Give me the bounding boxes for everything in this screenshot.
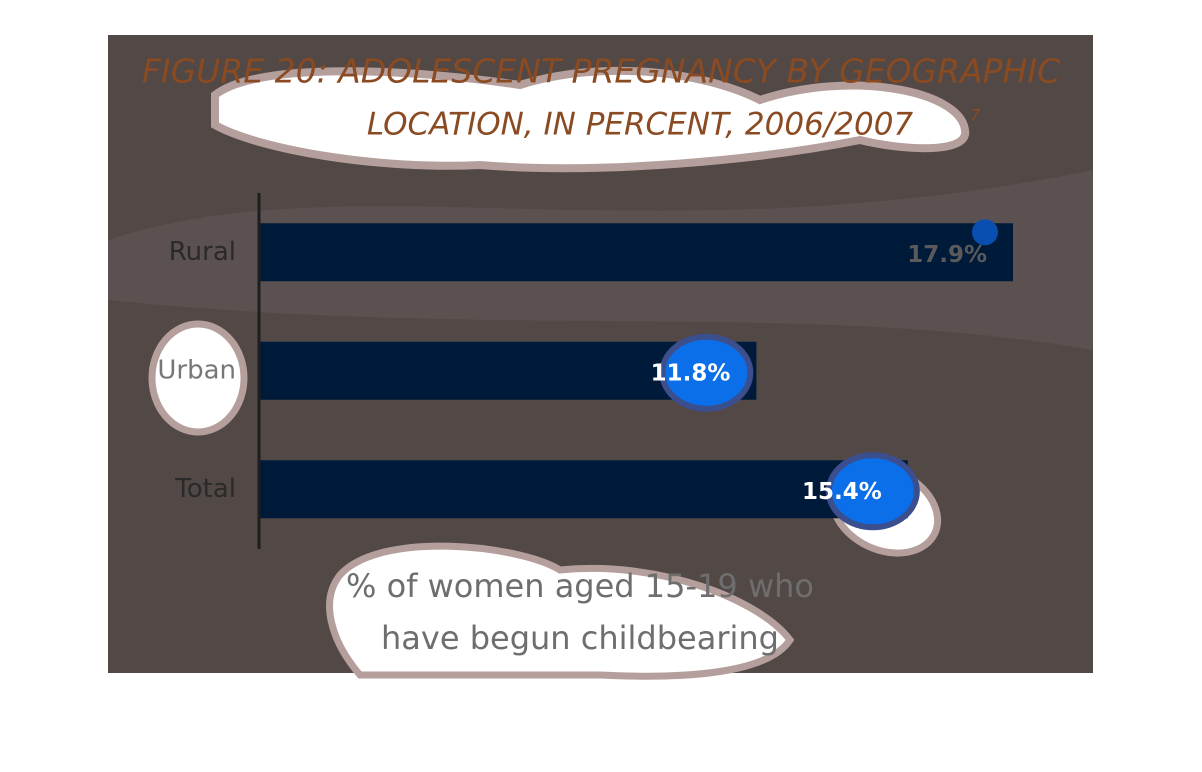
y-tick-label: Total xyxy=(174,474,236,504)
blob xyxy=(326,542,795,680)
value-label: 17.9% xyxy=(907,242,987,268)
value-label: 11.8% xyxy=(651,360,731,386)
highlight xyxy=(659,333,754,412)
blob xyxy=(148,320,248,436)
x-axis-label: % of women aged 15-19 who xyxy=(346,567,814,605)
highlight xyxy=(825,452,920,531)
y-tick-label: Urban xyxy=(157,355,236,385)
y-tick-label: Rural xyxy=(169,237,236,267)
chart-title: LOCATION, IN PERCENT, 2006/2007 xyxy=(367,107,914,143)
footnote-marker: 7 xyxy=(970,106,981,125)
value-label: 15.4% xyxy=(802,479,882,505)
bar xyxy=(260,460,908,519)
highlight xyxy=(972,219,998,246)
plot: Rural 17.9% Urban 11.8% Total 15.4% xyxy=(157,219,1013,531)
chart-title: FIGURE 20: ADOLESCENT PREGNANCY BY GEOGR… xyxy=(142,52,1060,91)
bar xyxy=(260,223,1013,282)
x-axis-label: have begun childbearing xyxy=(381,619,779,657)
blob xyxy=(211,66,970,173)
